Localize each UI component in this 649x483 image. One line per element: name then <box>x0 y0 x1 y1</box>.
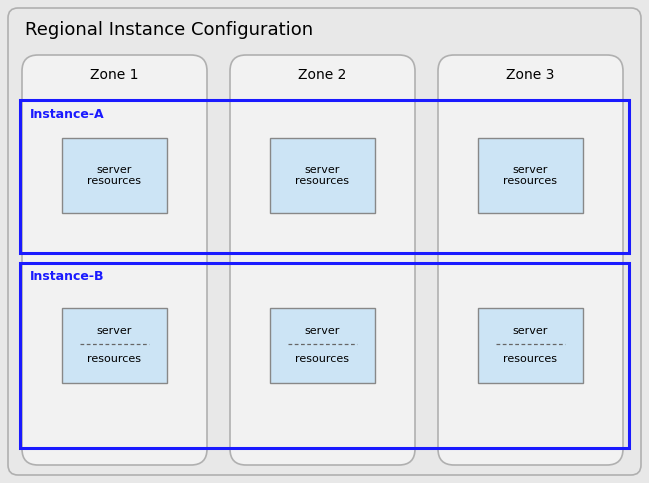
Text: Regional Instance Configuration: Regional Instance Configuration <box>25 21 313 39</box>
FancyBboxPatch shape <box>62 308 167 383</box>
FancyBboxPatch shape <box>478 138 583 213</box>
Text: server: server <box>305 326 340 336</box>
FancyBboxPatch shape <box>438 55 623 465</box>
FancyBboxPatch shape <box>478 308 583 383</box>
Text: server: server <box>97 326 132 336</box>
Text: resources: resources <box>504 354 557 364</box>
Text: server
resources: server resources <box>88 165 141 186</box>
Text: Zone 2: Zone 2 <box>299 68 347 82</box>
Text: Zone 3: Zone 3 <box>506 68 555 82</box>
Text: Instance-A: Instance-A <box>30 108 104 120</box>
FancyBboxPatch shape <box>230 55 415 465</box>
Text: server: server <box>513 326 548 336</box>
FancyBboxPatch shape <box>8 8 641 475</box>
Text: resources: resources <box>295 354 350 364</box>
FancyBboxPatch shape <box>270 308 375 383</box>
Text: Instance-B: Instance-B <box>30 270 104 284</box>
Text: server
resources: server resources <box>295 165 350 186</box>
Text: server
resources: server resources <box>504 165 557 186</box>
FancyBboxPatch shape <box>62 138 167 213</box>
FancyBboxPatch shape <box>22 55 207 465</box>
Text: Zone 1: Zone 1 <box>90 68 139 82</box>
FancyBboxPatch shape <box>270 138 375 213</box>
Text: resources: resources <box>88 354 141 364</box>
